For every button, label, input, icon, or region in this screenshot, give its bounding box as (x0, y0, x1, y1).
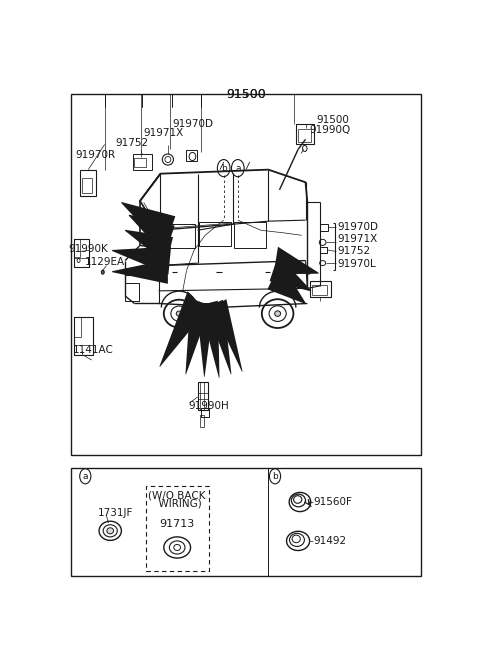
Bar (74, 239, 89, 266)
Bar (134, 158, 145, 167)
Bar (311, 281, 331, 297)
Polygon shape (270, 255, 311, 291)
Text: 91970R: 91970R (75, 150, 115, 161)
Bar (298, 129, 311, 142)
Bar (83, 178, 92, 194)
Bar (74, 317, 94, 355)
Text: a: a (83, 472, 88, 481)
Bar (198, 394, 208, 400)
Bar (74, 258, 89, 266)
Text: 1731JF: 1731JF (98, 508, 133, 518)
Text: 91970D: 91970D (172, 119, 213, 129)
Polygon shape (121, 202, 175, 249)
Polygon shape (274, 247, 319, 274)
Bar (200, 382, 204, 409)
Text: 91500: 91500 (226, 89, 266, 102)
Text: 91971X: 91971X (337, 234, 378, 244)
Text: 91970D: 91970D (337, 222, 379, 232)
Bar (132, 154, 152, 170)
Polygon shape (212, 299, 242, 372)
Text: b: b (272, 472, 278, 481)
Bar (71, 94, 421, 455)
Polygon shape (185, 298, 211, 375)
Text: 91970L: 91970L (337, 258, 376, 268)
Bar (125, 283, 139, 301)
Text: 91990H: 91990H (188, 401, 229, 411)
Ellipse shape (101, 270, 104, 274)
Text: 91971X: 91971X (144, 128, 184, 138)
Text: WIRING): WIRING) (152, 498, 202, 508)
Text: 91560F: 91560F (314, 497, 353, 507)
Bar (320, 224, 328, 232)
Bar (198, 382, 208, 409)
Text: 1129EA: 1129EA (85, 257, 125, 267)
Polygon shape (125, 230, 173, 264)
Text: 91713: 91713 (159, 520, 195, 529)
Text: 91500: 91500 (226, 89, 266, 102)
Bar (320, 247, 327, 253)
Ellipse shape (275, 311, 281, 316)
Bar (74, 345, 94, 355)
Polygon shape (267, 262, 306, 304)
Text: a: a (235, 163, 240, 173)
Polygon shape (200, 300, 219, 378)
Bar (200, 415, 204, 427)
Polygon shape (112, 247, 171, 275)
Ellipse shape (107, 528, 114, 534)
Polygon shape (206, 300, 231, 375)
Polygon shape (159, 291, 206, 367)
Polygon shape (196, 303, 214, 377)
Bar (81, 170, 96, 196)
Bar (202, 408, 209, 417)
Bar (161, 224, 195, 248)
Bar (234, 222, 266, 249)
Text: 91752: 91752 (337, 247, 371, 256)
Bar (71, 468, 421, 576)
Bar (145, 486, 209, 571)
Text: b: b (221, 163, 227, 173)
Bar (199, 222, 231, 247)
Text: 91752: 91752 (115, 138, 148, 148)
Text: 91500: 91500 (316, 115, 349, 125)
Text: 1141AC: 1141AC (73, 346, 114, 356)
Polygon shape (129, 215, 175, 255)
Bar (312, 285, 327, 295)
Text: 91990Q: 91990Q (309, 125, 350, 135)
Bar (186, 150, 197, 161)
Ellipse shape (176, 311, 182, 316)
Polygon shape (112, 260, 168, 284)
Text: 91492: 91492 (314, 536, 347, 546)
Text: 91990K: 91990K (68, 244, 108, 254)
Bar (296, 124, 314, 144)
Text: (W/O BACK: (W/O BACK (148, 491, 206, 501)
Bar (74, 239, 80, 256)
Bar (74, 317, 81, 337)
